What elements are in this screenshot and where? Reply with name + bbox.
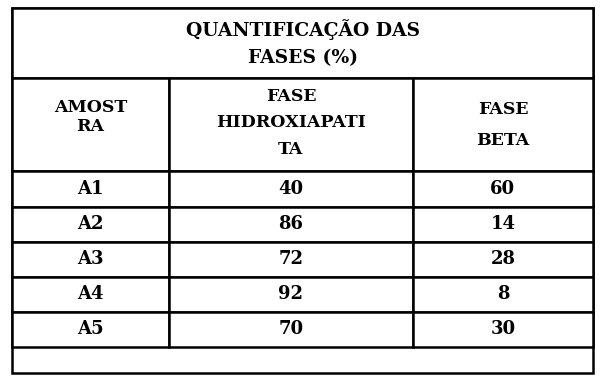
Bar [413,312,593,347]
Text: QUANTIFICAÇÃO DAS: QUANTIFICAÇÃO DAS [186,19,419,40]
Text: 86: 86 [278,215,303,233]
Text: 72: 72 [278,250,303,268]
Bar [169,78,413,171]
Bar [12,242,169,277]
Text: A1: A1 [77,180,104,198]
Text: A5: A5 [77,320,104,338]
Bar [169,207,413,242]
Bar [413,207,593,242]
Text: 40: 40 [278,180,304,198]
Text: TA: TA [278,141,304,158]
Bar [169,171,413,207]
Bar [413,242,593,277]
Text: 60: 60 [490,180,515,198]
Text: 28: 28 [491,250,515,268]
Bar [413,277,593,312]
Bar [12,277,169,312]
Text: 30: 30 [490,320,515,338]
Text: FASE: FASE [266,88,316,105]
Bar [169,242,413,277]
Text: A3: A3 [77,250,104,268]
Bar [12,207,169,242]
Bar [12,78,169,171]
Text: FASE: FASE [477,101,528,118]
Text: 8: 8 [497,285,509,303]
Bar [12,8,593,78]
Text: 14: 14 [491,215,515,233]
Text: 92: 92 [278,285,303,303]
Text: A2: A2 [77,215,104,233]
Text: HIDROXIAPATI: HIDROXIAPATI [216,114,366,131]
Text: BETA: BETA [476,131,529,149]
Text: 70: 70 [278,320,304,338]
Bar [12,171,169,207]
Text: A4: A4 [77,285,104,303]
Text: RA: RA [76,118,105,135]
Bar [413,171,593,207]
Text: AMOST: AMOST [54,99,127,116]
Text: FASES (%): FASES (%) [247,49,358,67]
Bar [169,277,413,312]
Bar [413,78,593,171]
Bar [12,312,169,347]
Bar [169,312,413,347]
